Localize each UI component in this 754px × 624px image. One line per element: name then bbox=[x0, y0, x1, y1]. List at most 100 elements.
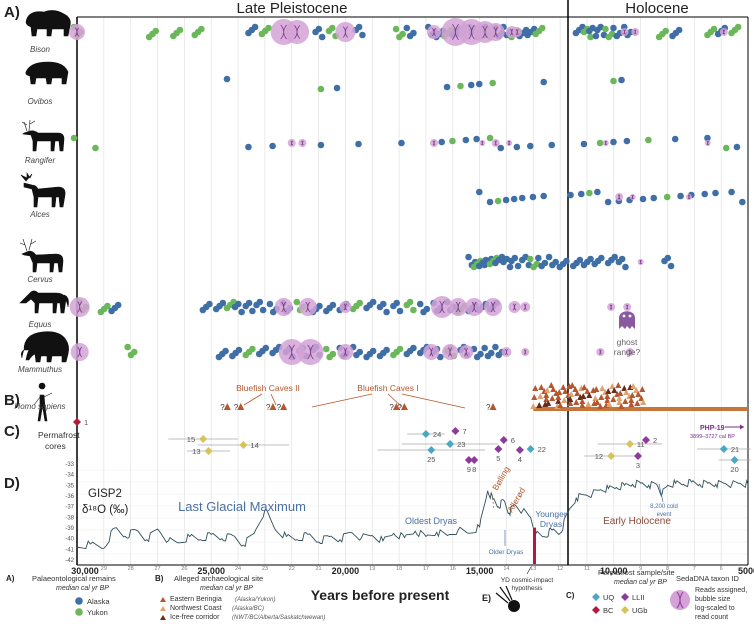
dna-icon bbox=[432, 27, 436, 37]
fossil-equus-yukon bbox=[410, 306, 417, 314]
dna-icon bbox=[599, 349, 602, 355]
permafrost-ugb bbox=[199, 435, 208, 443]
legend-nwc-swatch bbox=[160, 606, 166, 611]
fossil-mammuthus-yukon bbox=[130, 348, 138, 356]
fossil-bison-alaska bbox=[359, 31, 366, 39]
archaeo-site bbox=[628, 401, 635, 407]
php-19-annotation: PHP-19 3899–3727 cal BP bbox=[690, 424, 744, 440]
taxon-labels: Bison Ovibos Rangifer Alces Cervus Equus Mammu… bbox=[14, 45, 65, 411]
dna-icon bbox=[343, 303, 348, 311]
bluefish-caves-ii-label: Bluefish Caves II bbox=[236, 383, 300, 393]
fossil-bison-yukon bbox=[399, 30, 406, 38]
archaeo-site bbox=[568, 391, 575, 397]
archaeo-site bbox=[622, 398, 629, 404]
archaeo-site bbox=[586, 392, 593, 398]
gisp2-tick-label: -41 bbox=[65, 547, 74, 553]
fossil-mammuthus-alaska bbox=[383, 346, 390, 354]
archaeo-site bbox=[611, 387, 618, 393]
gisp2-series-line bbox=[76, 478, 749, 549]
climate-labels: Last Glacial Maximum Oldest Dryas Bøllin… bbox=[178, 464, 678, 564]
legend-c-panel: C) bbox=[566, 591, 575, 600]
dna-icon bbox=[524, 349, 527, 355]
x-minor-tick-label: 8 bbox=[666, 566, 669, 572]
permafrost-id: 14 bbox=[250, 441, 258, 450]
archaeo-site bbox=[599, 385, 606, 391]
legend-eastern-label: Eastern Beringia bbox=[170, 596, 222, 603]
bluefish-caves-i-label: Bluefish Caves I bbox=[357, 383, 418, 393]
period-late-pleistocene: Late Pleistocene bbox=[237, 0, 348, 17]
fossil-bison-alaska bbox=[251, 23, 259, 31]
dna-icon bbox=[294, 25, 301, 39]
fossil-mammuthus-yukon bbox=[249, 345, 256, 353]
archaeo-site bbox=[623, 389, 630, 395]
fossil-alces-alaska bbox=[502, 196, 510, 204]
bolling-label: Bølling bbox=[490, 464, 512, 492]
legend-d-sub-line: log-scaled to bbox=[695, 605, 735, 612]
fossil-mammuthus-alaska bbox=[481, 344, 488, 352]
dna-icon bbox=[455, 301, 461, 313]
dna-icon bbox=[628, 349, 632, 355]
period-holocene: Holocene bbox=[625, 0, 688, 17]
fossil-rangifer-alaska bbox=[704, 134, 711, 142]
fossil-rangifer-yukon bbox=[596, 139, 604, 147]
fossil-ovibos-alaska bbox=[467, 81, 475, 89]
archaeo-site bbox=[616, 399, 623, 405]
x-minor-tick-label: 29 bbox=[101, 566, 107, 572]
archaeo-site bbox=[556, 389, 563, 395]
archaeo-site bbox=[605, 388, 612, 394]
archaeo-site bbox=[581, 384, 588, 390]
legend-d-sub: Reads assigned, bubble size log-scaled to r… bbox=[695, 587, 747, 621]
archaeo-site bbox=[555, 398, 562, 404]
legend-bc-swatch bbox=[592, 606, 600, 614]
fossil-rangifer-alaska bbox=[671, 135, 679, 143]
gisp2-tick-label: -42 bbox=[65, 558, 74, 564]
plot-frame bbox=[76, 0, 749, 566]
x-major-tick-label: 30,000 bbox=[71, 566, 99, 576]
legend-a-sub: median cal yr BP bbox=[56, 585, 109, 592]
permafrost-ugb bbox=[204, 447, 213, 455]
dna-icon bbox=[343, 347, 348, 357]
fossil-rangifer-yukon bbox=[486, 134, 494, 142]
archaeo-question: ? bbox=[266, 403, 271, 412]
fossil-equus-alaska bbox=[379, 300, 387, 308]
ghost-range: ghost range? bbox=[614, 311, 641, 357]
fossil-rangifer-alaska bbox=[526, 142, 534, 150]
fossil-bison-alaska bbox=[403, 24, 411, 32]
archaeo-site bbox=[579, 398, 586, 404]
legend-uq-swatch bbox=[592, 593, 600, 601]
fossil-mammuthus-alaska bbox=[356, 348, 364, 356]
ghost-icon bbox=[619, 311, 635, 329]
fossil-bison-yukon bbox=[538, 24, 546, 32]
archaeo-site bbox=[593, 386, 600, 392]
php-label: PHP-19 bbox=[700, 425, 725, 432]
permafrost-llii bbox=[633, 452, 642, 460]
permafrost-bc bbox=[73, 418, 81, 426]
archaeo-site bbox=[598, 394, 605, 400]
taxon-label: Alces bbox=[29, 210, 50, 219]
fossil-equus-alaska bbox=[416, 300, 424, 308]
permafrost-id: 25 bbox=[427, 455, 435, 464]
archaeo-site bbox=[557, 402, 564, 408]
archaeo-site bbox=[569, 382, 576, 388]
horse-icon bbox=[19, 290, 69, 314]
archaeo-site bbox=[543, 392, 550, 398]
x-major-tick-label: 5000 bbox=[738, 566, 754, 576]
fossil-rangifer-alaska bbox=[355, 140, 362, 148]
archaeo-site bbox=[633, 387, 640, 393]
x-minor-tick-label: 24 bbox=[235, 566, 241, 572]
archaeo-site bbox=[561, 397, 568, 403]
legend-ifc-swatch bbox=[160, 615, 166, 620]
permafrost-llii bbox=[451, 427, 460, 435]
x-minor-tick-label: 23 bbox=[262, 566, 268, 572]
legend-b-panel: B) bbox=[155, 574, 164, 583]
fossil-ovibos-alaska bbox=[223, 75, 231, 83]
fossil-equus-alaska bbox=[423, 305, 431, 313]
x-minor-tick-label: 12 bbox=[557, 566, 563, 572]
fossil-bison-yukon bbox=[328, 24, 336, 32]
fossil-bison-yukon bbox=[152, 27, 160, 35]
dna-icon bbox=[634, 29, 637, 35]
dna-icon bbox=[626, 304, 629, 310]
gisp2-axis-label: δ¹⁸O (‰) bbox=[82, 504, 129, 516]
gisp2-tick-label: -39 bbox=[65, 526, 74, 532]
